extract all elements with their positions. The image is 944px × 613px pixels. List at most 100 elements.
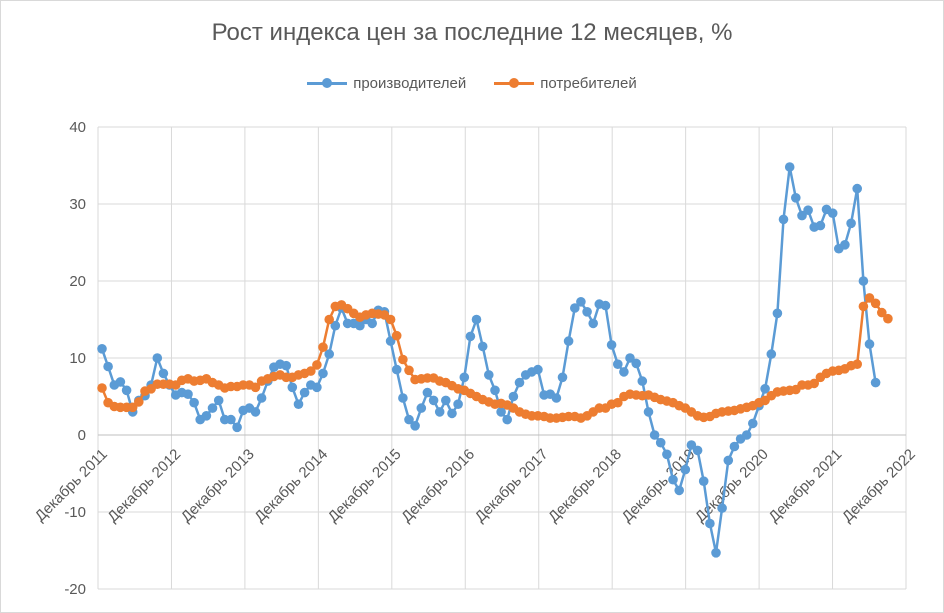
data-point-producers — [680, 464, 691, 475]
data-point-producers — [686, 440, 697, 450]
x-tick-label: Декабрь 2017 — [472, 446, 552, 526]
data-point-producers — [613, 359, 623, 370]
data-point-producers — [582, 307, 592, 317]
data-point-producers — [705, 518, 715, 529]
data-point-producers — [330, 320, 341, 331]
data-point-producers — [778, 214, 789, 225]
legend-label-consumers: потребителей — [540, 75, 637, 92]
data-point-producers — [324, 349, 335, 359]
data-point-producers — [404, 414, 414, 425]
data-point-producers — [496, 407, 506, 417]
data-point-producers — [791, 193, 801, 203]
data-point-producers — [465, 331, 476, 342]
data-point-consumers — [97, 383, 107, 393]
x-tick-label: Декабрь 2012 — [104, 446, 184, 526]
data-point-consumers — [870, 298, 881, 309]
x-tick-label: Декабрь 2021 — [765, 446, 845, 526]
data-point-producers — [864, 339, 875, 349]
legend-entry-producers[interactable]: производителей — [307, 75, 466, 92]
data-point-producers — [471, 314, 482, 325]
data-point-producers — [477, 341, 488, 352]
data-point-producers — [692, 445, 703, 456]
data-point-producers — [870, 377, 881, 388]
data-point-producers — [416, 403, 427, 413]
x-tick-label: Декабрь 2013 — [178, 446, 258, 526]
data-point-producers — [103, 361, 113, 372]
data-point-producers — [490, 385, 500, 396]
data-point-producers — [649, 430, 660, 440]
data-point-producers — [631, 358, 641, 369]
data-point-producers — [287, 382, 298, 393]
data-point-producers — [422, 387, 433, 398]
data-point-producers — [121, 385, 132, 396]
y-tick-label: -20 — [64, 581, 86, 598]
data-point-consumers — [858, 301, 869, 312]
legend-entry-consumers[interactable]: потребителей — [494, 75, 637, 92]
data-point-consumers — [809, 378, 819, 389]
data-point-producers — [447, 408, 457, 419]
data-point-producers — [281, 360, 292, 371]
data-point-producers — [355, 320, 365, 331]
legend: производителей потребителей — [1, 75, 943, 92]
data-point-producers — [453, 399, 463, 410]
data-point-producers — [655, 437, 666, 448]
data-point-producers — [637, 376, 648, 386]
data-point-producers — [312, 382, 322, 393]
data-point-producers — [723, 455, 734, 466]
data-point-producers — [97, 344, 107, 354]
data-point-producers — [760, 384, 770, 394]
data-point-producers — [484, 370, 494, 380]
data-point-producers — [189, 397, 199, 408]
data-point-producers — [502, 414, 512, 425]
data-point-consumers — [877, 307, 887, 318]
data-point-consumers — [398, 354, 408, 365]
data-point-producers — [158, 368, 169, 379]
data-point-producers — [570, 303, 580, 313]
data-point-producers — [588, 318, 598, 329]
data-point-producers — [662, 449, 672, 460]
data-point-producers — [852, 183, 862, 194]
data-point-producers — [668, 474, 678, 485]
data-point-producers — [766, 349, 777, 359]
data-point-producers — [410, 421, 420, 431]
data-point-producers — [533, 364, 543, 375]
y-tick-label: 30 — [69, 196, 86, 213]
data-point-consumers — [250, 382, 261, 393]
data-point-producers — [625, 353, 635, 363]
legend-marker-producers — [307, 78, 348, 88]
x-tick-label: Декабрь 2014 — [251, 446, 331, 526]
y-tick-label: 40 — [69, 119, 86, 136]
data-point-producers — [674, 485, 684, 496]
data-point-producers — [318, 368, 328, 379]
data-point-producers — [772, 308, 783, 319]
x-tick-label: Декабрь 2018 — [545, 446, 625, 526]
data-point-producers — [557, 372, 568, 383]
data-point-consumers — [134, 397, 144, 407]
data-point-producers — [576, 297, 586, 307]
data-point-consumers — [391, 330, 402, 341]
data-point-consumers — [324, 314, 335, 325]
data-point-producers — [213, 395, 224, 406]
chart-title: Рост индекса цен за последние 12 месяцев… — [211, 19, 733, 46]
data-point-consumers — [613, 397, 623, 408]
data-point-consumers — [852, 359, 862, 370]
data-point-producers — [741, 430, 752, 440]
data-point-producers — [563, 336, 574, 346]
data-point-producers — [514, 377, 525, 388]
legend-marker-consumers — [494, 78, 535, 88]
data-point-producers — [508, 391, 519, 402]
y-tick-label: 0 — [78, 427, 86, 444]
data-point-producers — [391, 364, 402, 375]
data-point-consumers — [318, 342, 328, 353]
data-point-producers — [784, 162, 795, 172]
data-point-producers — [803, 205, 813, 215]
data-point-producers — [428, 395, 439, 406]
data-point-producers — [299, 387, 310, 398]
x-tick-label: Декабрь 2019 — [619, 446, 699, 526]
data-point-producers — [367, 318, 378, 329]
x-tick-label: Декабрь 2022 — [839, 446, 919, 526]
data-point-producers — [846, 218, 856, 229]
data-point-producers — [232, 422, 242, 433]
